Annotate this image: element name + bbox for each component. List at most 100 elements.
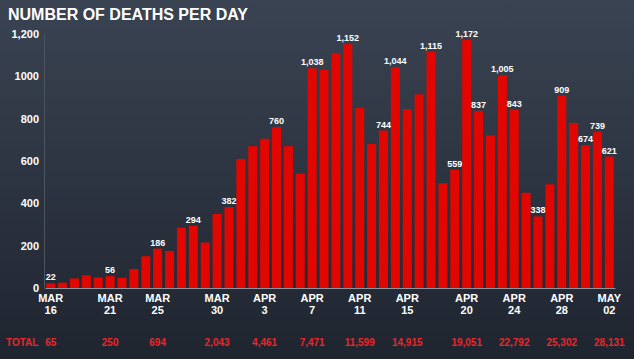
bar <box>236 159 245 288</box>
x-tick-label: APR3 <box>253 292 276 317</box>
x-tick-label-line: 16 <box>45 304 57 316</box>
bar <box>355 108 364 288</box>
y-tick-label: 600 <box>21 155 39 167</box>
chart: NUMBER OF DEATHS PER DAY0200400600800100… <box>0 0 634 359</box>
data-label: 1,115 <box>420 41 442 51</box>
total-value: 19,051 <box>451 337 482 348</box>
bar <box>320 70 329 288</box>
data-label: 744 <box>376 120 391 130</box>
bar <box>129 269 138 288</box>
bar <box>260 139 269 288</box>
data-label: 559 <box>447 159 462 169</box>
x-tick-label-line: MAR <box>98 292 123 304</box>
x-tick: MAR16 <box>38 288 63 316</box>
bar <box>545 184 554 288</box>
x-tick: APR3 <box>253 288 276 316</box>
data-label: 1,172 <box>455 29 478 39</box>
x-tick-label: MAR16 <box>38 292 63 317</box>
total-value: 28,131 <box>594 337 625 348</box>
bar <box>533 216 542 288</box>
bar <box>331 53 340 288</box>
x-tick-label-line: 21 <box>104 304 116 316</box>
axis-line <box>44 35 45 289</box>
y-tick: 1,200 <box>11 28 44 40</box>
title: NUMBER OF DEATHS PER DAY <box>8 6 248 23</box>
data-labels: 22561862943827601,0381,1527441,0441,1155… <box>46 29 617 282</box>
x-tick-label-line: APR <box>301 292 324 304</box>
bar <box>486 136 495 288</box>
totals: TOTAL652506942,0434,4617,47111,59914,915… <box>6 337 625 348</box>
x-tick-label: MAR30 <box>205 292 230 317</box>
y-tick-label: 1000 <box>15 70 39 82</box>
bar <box>272 127 281 288</box>
data-label: 760 <box>269 116 284 126</box>
bar <box>557 96 566 288</box>
y-tick: 600 <box>21 155 44 167</box>
data-label: 909 <box>554 85 569 95</box>
x-tick: APR11 <box>348 288 371 316</box>
bar <box>462 40 471 288</box>
data-label: 837 <box>471 100 486 110</box>
bar <box>106 276 115 288</box>
data-label: 739 <box>590 121 605 131</box>
data-label: 294 <box>186 215 201 225</box>
data-label: 186 <box>150 238 165 248</box>
bar <box>153 249 162 288</box>
x-tick-label-line: 24 <box>508 304 521 316</box>
bar <box>177 228 186 288</box>
bar <box>569 123 578 288</box>
bar <box>438 183 447 288</box>
bar <box>117 278 126 288</box>
bar <box>391 67 400 288</box>
background <box>0 0 634 359</box>
total-value: 14,915 <box>392 337 423 348</box>
bar <box>141 256 150 288</box>
data-label: 1,152 <box>337 33 360 43</box>
x-tick-label: APR7 <box>301 292 324 317</box>
total-value: 11,599 <box>345 337 375 348</box>
x-tick-label: MAY02 <box>598 292 622 317</box>
x-tick-label: MAR21 <box>98 292 123 317</box>
bar <box>296 174 305 288</box>
data-label: 674 <box>578 134 593 144</box>
x-tick: MAY02 <box>598 288 622 316</box>
x-tick-label-line: 20 <box>461 304 473 316</box>
totals-label: TOTAL <box>6 337 38 348</box>
bar <box>593 132 602 288</box>
y-tick: 400 <box>21 197 44 209</box>
bar <box>201 242 210 288</box>
data-label: 621 <box>602 146 617 156</box>
x-tick-label-line: APR <box>348 292 371 304</box>
x-tick-label: MAR25 <box>145 292 170 317</box>
y-tick-label: 800 <box>21 113 39 125</box>
bar <box>450 170 459 288</box>
x-tick-label: APR28 <box>550 292 573 317</box>
bar <box>510 110 519 288</box>
data-label: 338 <box>530 205 545 215</box>
axis-line <box>46 288 616 289</box>
bar <box>474 111 483 288</box>
x-tick: MAR21 <box>98 288 123 316</box>
bar <box>213 214 222 288</box>
data-label: 1,038 <box>301 57 324 67</box>
bar <box>224 207 233 288</box>
total-value: 25,302 <box>546 337 577 348</box>
bar <box>522 193 531 288</box>
data-label: 22 <box>46 272 56 282</box>
bar <box>605 157 614 288</box>
bar <box>379 131 388 288</box>
data-label: 382 <box>221 196 236 206</box>
bar <box>284 146 293 288</box>
x-tick: APR7 <box>301 288 324 316</box>
x-tick-label-line: APR <box>550 292 573 304</box>
x-tick-label-line: 11 <box>354 304 366 316</box>
bar <box>308 68 317 288</box>
x-tick: APR15 <box>396 288 419 316</box>
x-tick-label: APR15 <box>396 292 419 317</box>
bar <box>367 144 376 288</box>
data-label: 1,005 <box>491 64 514 74</box>
x-tick-label-line: MAY <box>598 292 622 304</box>
y-tick: 200 <box>21 240 44 252</box>
bar <box>165 251 174 288</box>
bar <box>415 94 424 288</box>
